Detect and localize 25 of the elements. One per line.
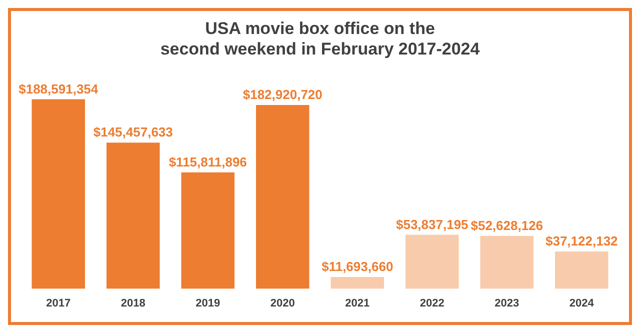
bar [480,236,534,289]
data-label: $53,837,195 [396,216,468,232]
bar [106,142,160,289]
bar [256,104,310,289]
data-label: $52,628,126 [470,218,544,233]
x-tick-label: 2020 [270,297,295,310]
bar [32,99,86,289]
bar [554,251,608,289]
bar [181,172,235,289]
x-tick-label: 2023 [494,297,520,310]
chart-title: USA movie box office on the second weekend in February 2017-2024 [160,18,480,58]
data-label: $188,591,354 [18,81,99,96]
data-label: $115,811,896 [168,154,247,170]
data-label: $37,122,132 [545,234,618,249]
x-tick-label: 2018 [120,297,146,310]
x-tick-label: 2021 [345,297,370,310]
bar [330,277,384,289]
data-label: $182,920,720 [242,87,322,102]
bar [405,234,459,289]
x-tick-label: 2022 [420,297,444,310]
data-label: $145,457,633 [93,124,173,140]
x-tick-label: 2017 [46,297,71,310]
data-label: $11,693,660 [322,259,394,274]
x-tick-label: 2024 [569,297,595,310]
x-tick-label: 2019 [196,297,220,310]
